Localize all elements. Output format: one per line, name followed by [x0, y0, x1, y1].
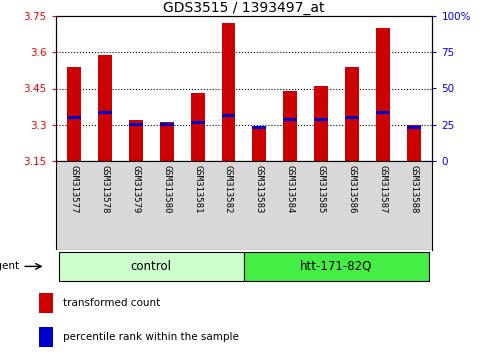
Bar — [407, 125, 421, 161]
Text: percentile rank within the sample: percentile rank within the sample — [63, 332, 239, 342]
Text: GSM313582: GSM313582 — [224, 166, 233, 214]
Bar — [222, 23, 235, 161]
Bar — [376, 28, 390, 161]
Text: GSM313578: GSM313578 — [100, 166, 110, 214]
Text: agent: agent — [0, 261, 19, 271]
Bar — [284, 119, 297, 121]
Bar — [67, 67, 81, 161]
Bar — [314, 86, 328, 161]
Bar — [39, 293, 53, 313]
Text: transformed count: transformed count — [63, 298, 160, 308]
Bar — [253, 126, 266, 129]
Text: GSM313580: GSM313580 — [162, 166, 171, 214]
Bar — [222, 114, 235, 116]
Bar — [98, 111, 112, 114]
Bar — [345, 116, 359, 119]
Text: GSM313588: GSM313588 — [409, 166, 418, 214]
Text: GSM313579: GSM313579 — [131, 166, 141, 214]
Bar — [129, 123, 143, 126]
Bar — [160, 122, 174, 161]
Bar — [58, 252, 244, 280]
Bar — [345, 67, 359, 161]
Bar — [160, 123, 174, 126]
Text: GSM313586: GSM313586 — [347, 166, 356, 214]
Bar — [191, 121, 204, 124]
Title: GDS3515 / 1393497_at: GDS3515 / 1393497_at — [163, 1, 325, 15]
Bar — [253, 127, 266, 161]
Bar — [39, 327, 53, 347]
Text: GSM313584: GSM313584 — [286, 166, 295, 214]
Bar — [191, 93, 204, 161]
Bar — [244, 252, 429, 280]
Bar — [407, 126, 421, 129]
Text: htt-171-82Q: htt-171-82Q — [300, 260, 373, 273]
Text: control: control — [131, 260, 172, 273]
Text: GSM313581: GSM313581 — [193, 166, 202, 214]
Text: GSM313585: GSM313585 — [317, 166, 326, 214]
Bar — [129, 120, 143, 161]
Text: GSM313587: GSM313587 — [378, 166, 387, 214]
Bar — [98, 55, 112, 161]
Text: GSM313583: GSM313583 — [255, 166, 264, 214]
Bar — [376, 111, 390, 114]
Bar — [314, 119, 328, 121]
Bar — [284, 91, 297, 161]
Bar — [67, 116, 81, 119]
Text: GSM313577: GSM313577 — [70, 166, 79, 214]
